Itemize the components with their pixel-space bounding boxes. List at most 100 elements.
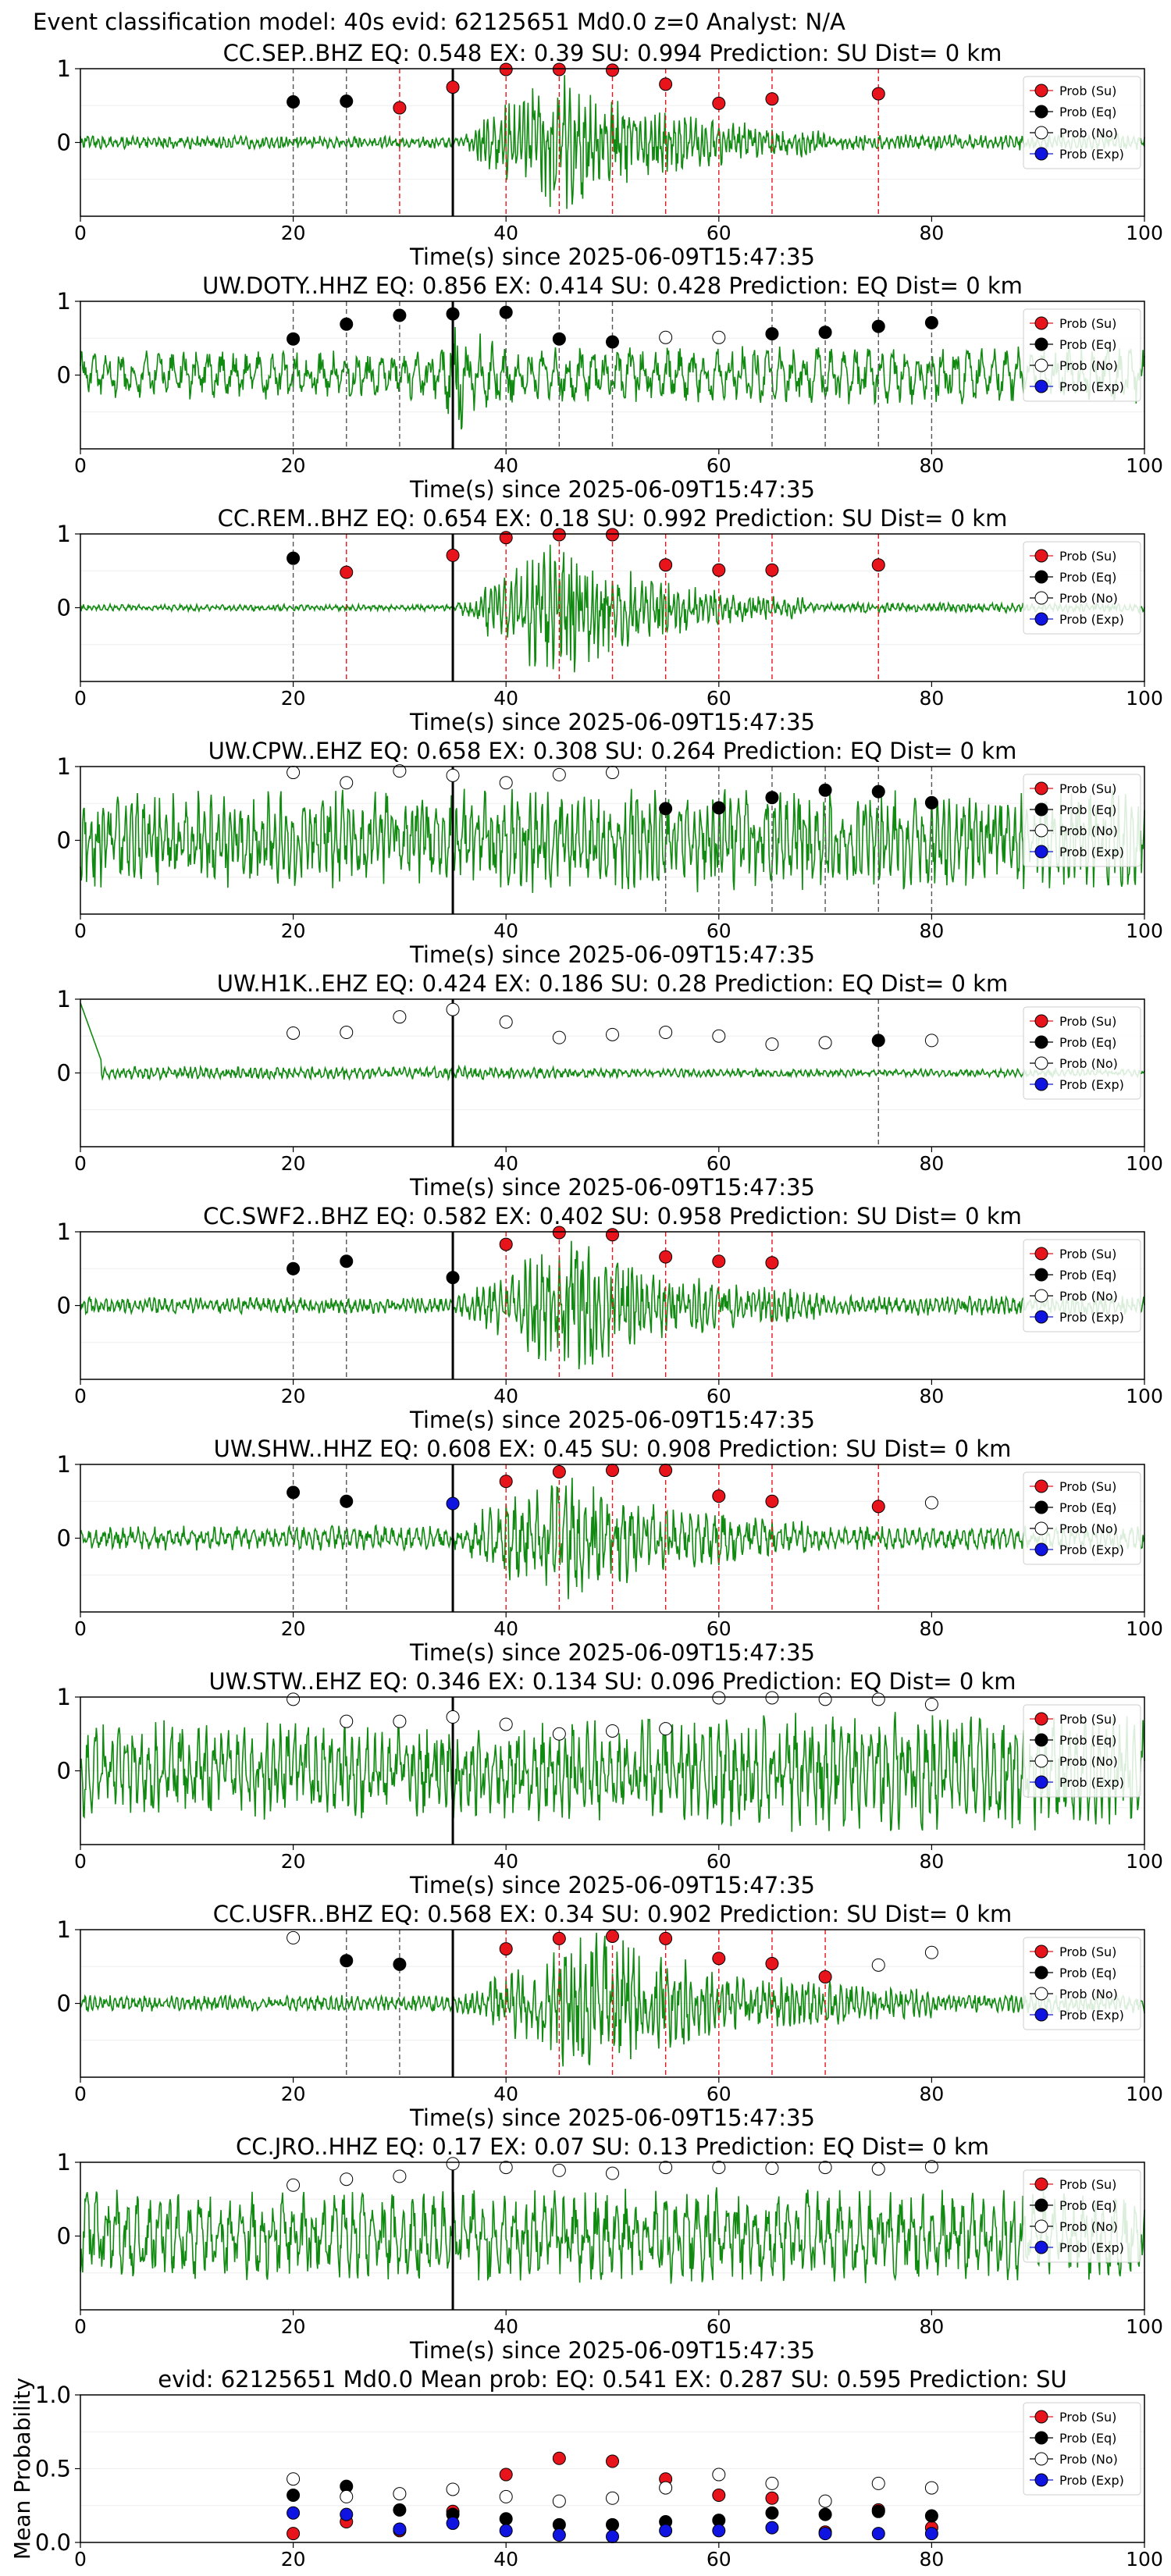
- x-tick-label: 80: [919, 687, 944, 710]
- legend-marker-eq: [1034, 1733, 1048, 1747]
- mean-prob-point-su: [287, 2527, 301, 2541]
- prob-point-eq: [393, 308, 407, 322]
- prob-point-eq: [446, 307, 460, 321]
- legend-marker-exp: [1034, 845, 1048, 859]
- legend-marker-eq: [1034, 1035, 1048, 1049]
- prob-point-su: [393, 101, 407, 115]
- prob-point-eq: [871, 319, 885, 333]
- legend-label-no: Prob (No): [1059, 1289, 1118, 1304]
- prob-point-su: [712, 96, 726, 110]
- prob-point-su: [659, 1464, 673, 1478]
- mean-prob-point-exp: [765, 2521, 779, 2535]
- x-tick-label: 80: [919, 222, 944, 244]
- prob-point-eq: [340, 1254, 354, 1268]
- prob-point-eq: [393, 1957, 407, 1971]
- mean-prob-point-exp: [606, 2529, 619, 2543]
- legend-label-no: Prob (No): [1059, 1056, 1118, 1071]
- prob-point-no: [446, 768, 460, 782]
- legend-marker-su: [1034, 1479, 1048, 1493]
- legend-marker-su: [1034, 1014, 1048, 1028]
- mean-prob-point-no: [393, 2487, 407, 2501]
- prob-point-su: [606, 63, 619, 77]
- legend-marker-eq: [1034, 802, 1048, 817]
- x-tick-label: 100: [1126, 2548, 1163, 2571]
- y-tick-label: 1: [57, 1219, 71, 1245]
- prob-point-su: [499, 1237, 513, 1251]
- prob-point-eq: [340, 1954, 354, 1968]
- x-tick-label: 40: [493, 222, 518, 244]
- x-tick-label: 80: [919, 2315, 944, 2338]
- legend-marker-exp: [1034, 1310, 1048, 1324]
- panel-4: UW.H1K..EHZ EQ: 0.424 EX: 0.186 SU: 0.28…: [57, 970, 1163, 1201]
- legend-label-no: Prob (No): [1059, 591, 1118, 606]
- mean-prob-point-no: [287, 2472, 301, 2486]
- x-tick-label: 20: [281, 687, 306, 710]
- mean-prob-point-no: [871, 2476, 885, 2490]
- legend-marker-su: [1034, 781, 1048, 795]
- legend-marker-no: [1034, 1987, 1048, 2001]
- mean-prob-point-exp: [499, 2524, 513, 2538]
- legend-marker-exp: [1034, 2473, 1048, 2487]
- prob-point-su: [552, 1226, 566, 1240]
- legend-marker-no: [1034, 358, 1048, 372]
- legend-label-su: Prob (Su): [1059, 1014, 1116, 1029]
- panel-1: UW.DOTY..HHZ EQ: 0.856 EX: 0.414 SU: 0.4…: [57, 272, 1163, 503]
- legend-label-exp: Prob (Exp): [1059, 2008, 1124, 2023]
- panel-title: UW.STW..EHZ EQ: 0.346 EX: 0.134 SU: 0.09…: [208, 1668, 1016, 1695]
- x-tick-label: 100: [1126, 1152, 1163, 1175]
- prob-point-su: [871, 87, 885, 101]
- legend-marker-no: [1034, 126, 1048, 140]
- prob-point-su: [552, 1931, 566, 1945]
- legend-label-eq: Prob (Eq): [1059, 570, 1116, 585]
- panel-8: CC.USFR..BHZ EQ: 0.568 EX: 0.34 SU: 0.90…: [57, 1901, 1163, 2131]
- x-tick-label: 80: [919, 1850, 944, 1873]
- x-tick-label: 100: [1126, 2083, 1163, 2105]
- mean-prob-point-exp: [659, 2524, 673, 2538]
- mean-prob-point-exp: [287, 2506, 301, 2520]
- x-tick-label: 80: [919, 2083, 944, 2105]
- prob-point-no: [659, 1026, 673, 1040]
- prob-point-no: [924, 1945, 938, 1959]
- mean-prob-point-exp: [818, 2527, 832, 2541]
- legend-label-no: Prob (No): [1059, 2219, 1118, 2234]
- legend-marker-no: [1034, 2452, 1048, 2466]
- x-tick-label: 60: [707, 687, 731, 710]
- legend-box: [1023, 1239, 1141, 1332]
- legend-marker-su: [1034, 84, 1048, 98]
- prob-point-no: [712, 330, 726, 344]
- prob-point-no: [712, 1029, 726, 1043]
- legend-label-su: Prob (Su): [1059, 1479, 1116, 1494]
- prob-point-su: [659, 1931, 673, 1945]
- mean-prob-point-su: [552, 2451, 566, 2465]
- x-axis-label: Time(s) since 2025-06-09T15:47:35: [409, 1639, 815, 1666]
- prob-point-eq: [287, 332, 301, 346]
- prob-point-su: [871, 558, 885, 572]
- x-tick-label: 20: [281, 222, 306, 244]
- prob-point-eq: [287, 95, 301, 109]
- mean-prob-point-no: [924, 2481, 938, 2495]
- legend-marker-exp: [1034, 612, 1048, 626]
- legend-label-su: Prob (Su): [1059, 84, 1116, 98]
- y-tick-label: 0: [57, 130, 71, 156]
- prob-point-no: [340, 776, 354, 790]
- prob-point-su: [765, 1494, 779, 1508]
- panel-title: CC.SWF2..BHZ EQ: 0.582 EX: 0.402 SU: 0.9…: [203, 1203, 1022, 1229]
- legend-label-eq: Prob (Eq): [1059, 2198, 1116, 2213]
- prob-point-no: [499, 1717, 513, 1731]
- prob-point-no: [340, 2172, 354, 2186]
- prob-point-su: [606, 1464, 619, 1478]
- legend-marker-eq: [1034, 337, 1048, 351]
- panels-container: CC.SEP..BHZ EQ: 0.548 EX: 0.39 SU: 0.994…: [9, 40, 1163, 2571]
- prob-point-no: [552, 1030, 566, 1044]
- mean-prob-point-eq: [818, 2507, 832, 2521]
- panel-title: UW.H1K..EHZ EQ: 0.424 EX: 0.186 SU: 0.28…: [217, 970, 1008, 997]
- prob-point-exp: [446, 1496, 460, 1510]
- y-tick-label: 0: [57, 2223, 71, 2250]
- legend-label-no: Prob (No): [1059, 126, 1118, 141]
- panel-title: UW.SHW..HHZ EQ: 0.608 EX: 0.45 SU: 0.908…: [214, 1436, 1012, 1462]
- legend-box: [1023, 1006, 1141, 1100]
- x-axis-label: Time(s) since 2025-06-09T15:47:35: [409, 1174, 815, 1201]
- prob-point-su: [446, 80, 460, 94]
- x-tick-label: 0: [74, 1850, 87, 1873]
- x-tick-label: 100: [1126, 687, 1163, 710]
